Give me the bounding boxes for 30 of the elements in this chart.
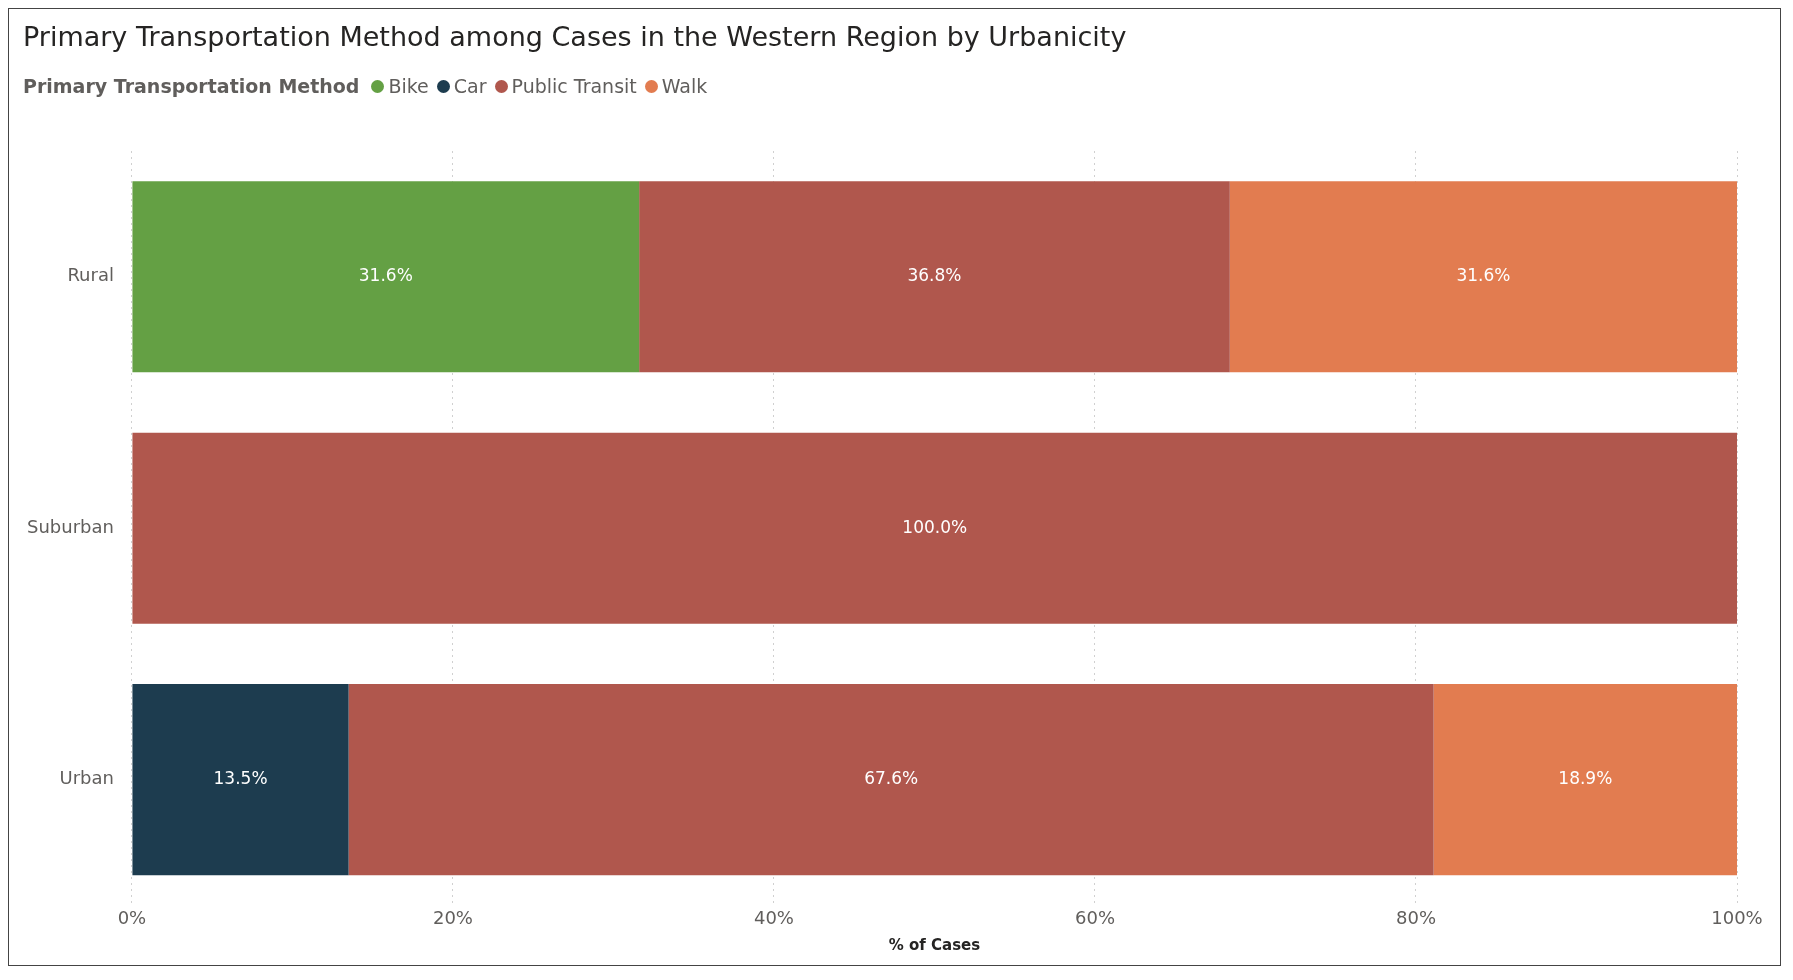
legend-label: Bike: [388, 75, 429, 97]
x-tick-label: 0%: [117, 906, 147, 928]
bar: [132, 432, 1737, 624]
bar: [132, 684, 349, 876]
bar: [639, 181, 1230, 373]
data-label: 36.8%: [907, 265, 962, 286]
data-label: 31.6%: [1456, 265, 1511, 286]
y-tick-label: Urban: [59, 767, 114, 789]
y-tick-label: Suburban: [27, 515, 114, 537]
bar: [348, 684, 1434, 876]
chart-title: Primary Transportation Method among Cases in the Western Region by Urbanicity: [23, 21, 1127, 52]
x-tick-label: 40%: [753, 906, 794, 928]
legend-label: Car: [453, 75, 487, 97]
legend-label: Walk: [661, 75, 708, 97]
bar: [1229, 181, 1737, 373]
x-tick-label: 20%: [432, 906, 473, 928]
data-label: 18.9%: [1558, 768, 1613, 789]
data-label: 13.5%: [213, 768, 268, 789]
x-tick-label: 80%: [1395, 906, 1436, 928]
legend-label: Public Transit: [511, 75, 637, 97]
data-label: 67.6%: [864, 768, 919, 789]
x-tick-label: 60%: [1074, 906, 1115, 928]
x-axis-title: % of Cases: [888, 935, 981, 954]
y-tick-label: Rural: [67, 264, 114, 286]
bar: [132, 181, 640, 373]
data-label: 31.6%: [358, 265, 413, 286]
data-label: 100.0%: [902, 516, 968, 537]
x-tick-label: 100%: [1711, 906, 1763, 928]
legend-title: Primary Transportation Method: [23, 75, 360, 97]
bar: [1433, 684, 1737, 876]
